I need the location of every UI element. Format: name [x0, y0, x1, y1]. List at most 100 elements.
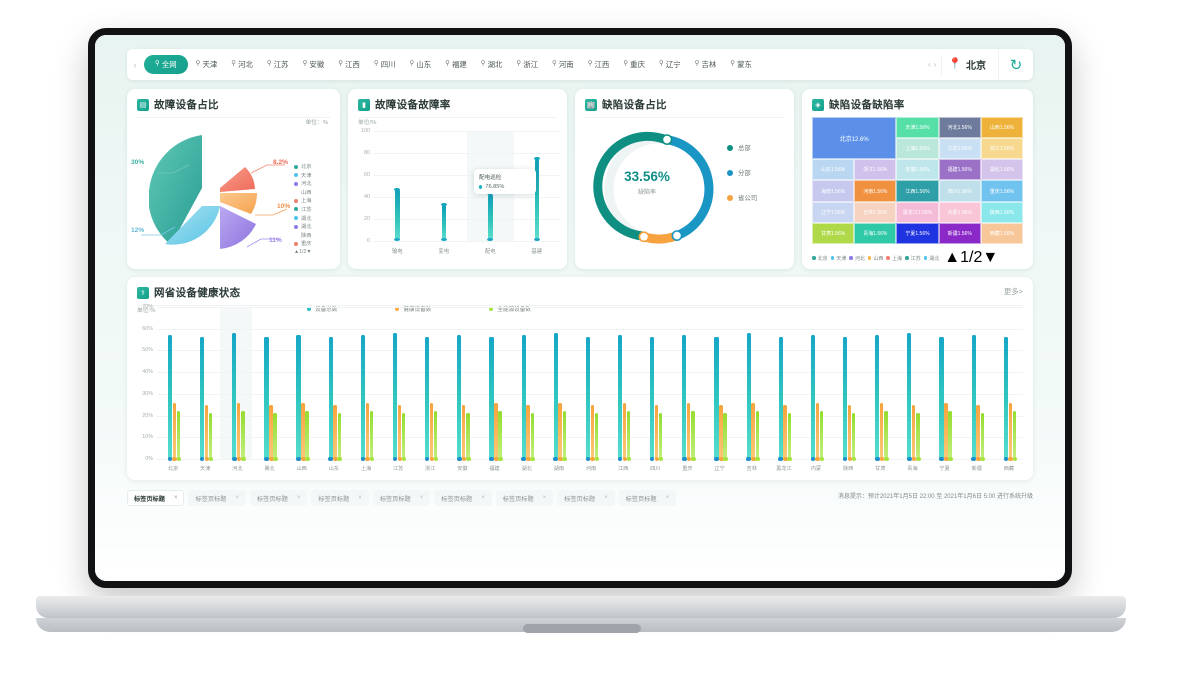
defect-donut-chart[interactable]: 33.56% 缺陷率 总部 分部 省公司	[575, 113, 794, 269]
treemap-cell-15[interactable]: 四川1.56%	[938, 180, 981, 202]
health-bar-13-1[interactable]	[590, 404, 594, 459]
treemap-cell-16[interactable]: 重庆1.56%	[980, 180, 1023, 202]
donut-legend-item-2[interactable]: 省公司	[727, 193, 757, 202]
province-item-12[interactable]: ⚲ 江西	[582, 56, 616, 73]
province-item-6[interactable]: ⚲ 四川	[368, 56, 402, 73]
health-bar-5-1[interactable]	[333, 404, 337, 459]
nav-pager[interactable]: ‹ ›	[923, 60, 941, 69]
province-item-8[interactable]: ⚲ 福建	[439, 56, 473, 73]
health-bar-8-0[interactable]	[425, 337, 430, 459]
health-bar-9-2[interactable]	[466, 413, 470, 459]
health-bar-8-2[interactable]	[434, 411, 438, 459]
health-bar-3-1[interactable]	[269, 404, 273, 459]
health-bar-26-0[interactable]	[1003, 337, 1008, 459]
health-bar-10-1[interactable]	[494, 402, 498, 459]
donut-legend[interactable]: 总部 分部 省公司	[727, 143, 757, 218]
treemap-cell-0[interactable]: 北京12.6%	[812, 117, 897, 160]
health-bar-25-0[interactable]	[971, 335, 976, 459]
health-bar-15-2[interactable]	[659, 413, 663, 459]
health-bar-7-2[interactable]	[401, 413, 406, 459]
health-bar-10-2[interactable]	[498, 411, 502, 459]
treemap-cell-20[interactable]: 内蒙1.56%	[938, 201, 981, 223]
health-bar-22-1[interactable]	[879, 402, 884, 459]
health-bar-4-2[interactable]	[305, 411, 309, 459]
bar-3[interactable]	[534, 158, 539, 241]
health-bar-23-0[interactable]	[907, 333, 912, 459]
health-bar-17-1[interactable]	[719, 404, 723, 459]
tab-item-8[interactable]: 标签页标题 ×	[618, 490, 677, 506]
treemap-cell-18[interactable]: 吉林1.56%	[854, 201, 897, 223]
health-bar-7-0[interactable]	[392, 333, 398, 459]
health-bar-25-2[interactable]	[980, 413, 984, 459]
health-bar-4-1[interactable]	[301, 402, 305, 459]
health-bar-18-2[interactable]	[755, 411, 759, 459]
more-link[interactable]: 更多>	[1003, 287, 1023, 296]
health-bar-24-2[interactable]	[948, 411, 952, 459]
health-bar-5-0[interactable]	[328, 337, 333, 459]
health-bar-8-1[interactable]	[429, 402, 434, 459]
treemap-cell-10[interactable]: 福建1.56%	[938, 159, 981, 181]
health-bar-9-1[interactable]	[462, 404, 466, 459]
health-bar-5-2[interactable]	[337, 413, 341, 459]
health-bar-0-1[interactable]	[172, 402, 177, 459]
close-icon[interactable]: ×	[542, 495, 547, 501]
treemap-cell-4[interactable]: 上海1.56%	[896, 138, 939, 160]
health-bar-16-0[interactable]	[682, 335, 687, 459]
health-bar-12-2[interactable]	[562, 411, 567, 459]
health-bar-13-0[interactable]	[585, 337, 590, 459]
legend-pager[interactable]: ▲1/2▼	[294, 249, 312, 256]
close-icon[interactable]: ×	[604, 495, 608, 501]
close-icon[interactable]: ×	[419, 495, 424, 501]
pie-legend-item-8[interactable]: 陕西	[294, 232, 334, 239]
health-bar-11-0[interactable]	[521, 335, 526, 459]
treemap-cell-22[interactable]: 甘肃1.56%	[812, 222, 855, 244]
health-bar-12-1[interactable]	[558, 402, 562, 459]
close-icon[interactable]: ×	[358, 495, 362, 501]
province-item-11[interactable]: ⚲ 河南	[546, 56, 580, 73]
defect-rate-treemap[interactable]: 北京12.6% 天津1.56% 河北1.56% 山西1.56% 上海1.56% 江苏1.5…	[812, 117, 1023, 244]
health-bar-18-0[interactable]	[746, 333, 751, 459]
tab-item-7[interactable]: 标签页标题 ×	[557, 490, 615, 506]
health-bar-19-1[interactable]	[783, 404, 787, 459]
province-item-5[interactable]: ⚲ 江西	[332, 56, 366, 73]
province-item-7[interactable]: ⚲ 山东	[403, 56, 437, 73]
province-nav-bar[interactable]: ‹ ⚲ 全网 ⚲ 天津 ⚲ 河北 ⚲ 江苏 ⚲ 安徽 ⚲ 江西 ⚲ 四川 ⚲ 山东 ⚲ 福建 ⚲ 湖北 ⚲ 浙江 ⚲ 河南 ⚲ 江…	[127, 49, 1033, 80]
health-bar-16-2[interactable]	[691, 411, 695, 459]
tag-list[interactable]: 标签页标题 × 标签页标题 × 标签页标题 × 标签页标题 × 标签页标题 × 标签页标题 × 标签页标…	[127, 490, 680, 506]
province-item-15[interactable]: ⚲ 吉林	[689, 56, 723, 73]
treemap-legend-item-5[interactable]: 江苏	[905, 255, 921, 262]
current-location[interactable]: 📍 北京	[941, 54, 998, 75]
health-bar-4-0[interactable]	[296, 335, 301, 459]
tag-bar[interactable]: 标签页标题 × 标签页标题 × 标签页标题 × 标签页标题 × 标签页标题 × 标签页标题 × 标签页标…	[127, 487, 1033, 509]
treemap-cell-9[interactable]: 安徽1.56%	[896, 159, 939, 181]
treemap-legend-item-4[interactable]: 上海	[886, 255, 902, 262]
health-bar-2-0[interactable]	[232, 333, 237, 459]
treemap-cell-14[interactable]: 江西1.56%	[896, 180, 939, 202]
treemap-cell-13[interactable]: 河南1.56%	[854, 180, 897, 202]
pie-legend-item-6[interactable]: 湖北	[294, 215, 334, 222]
pie-legend-item-4[interactable]: 上海	[294, 197, 334, 204]
bar-1[interactable]	[441, 204, 446, 241]
province-list[interactable]: ⚲ 全网 ⚲ 天津 ⚲ 河北 ⚲ 江苏 ⚲ 安徽 ⚲ 江西 ⚲ 四川 ⚲ 山东 ⚲ 福建 ⚲ 湖北 ⚲ 浙江 ⚲ 河南 ⚲ 江西 ⚲…	[143, 49, 923, 80]
health-legend-item-1[interactable]: 健康设备数	[395, 305, 431, 313]
health-bar-9-0[interactable]	[457, 335, 462, 459]
treemap-cell-26[interactable]: 西藏1.56%	[980, 222, 1023, 244]
health-bar-22-2[interactable]	[884, 411, 888, 459]
tab-item-0[interactable]: 标签页标题 ×	[127, 490, 185, 506]
nav-pager-next[interactable]: ›	[933, 60, 937, 69]
treemap-cell-2[interactable]: 河北1.56%	[938, 117, 981, 139]
tab-item-1[interactable]: 标签页标题 ×	[188, 490, 246, 506]
health-bar-10-0[interactable]	[489, 337, 494, 459]
treemap-cell-17[interactable]: 辽宁1.56%	[812, 201, 855, 223]
health-bar-3-0[interactable]	[264, 337, 269, 459]
health-bar-11-1[interactable]	[526, 404, 530, 459]
health-bar-22-0[interactable]	[875, 335, 880, 459]
health-bar-20-2[interactable]	[819, 411, 824, 459]
health-bar-17-0[interactable]	[714, 337, 719, 459]
treemap-cell-5[interactable]: 江苏1.56%	[938, 138, 981, 160]
health-bar-20-1[interactable]	[815, 402, 820, 459]
health-bar-2-2[interactable]	[241, 411, 245, 459]
donut-legend-item-1[interactable]: 分部	[727, 168, 757, 177]
health-bar-16-1[interactable]	[687, 402, 691, 459]
health-bar-7-1[interactable]	[397, 404, 402, 459]
